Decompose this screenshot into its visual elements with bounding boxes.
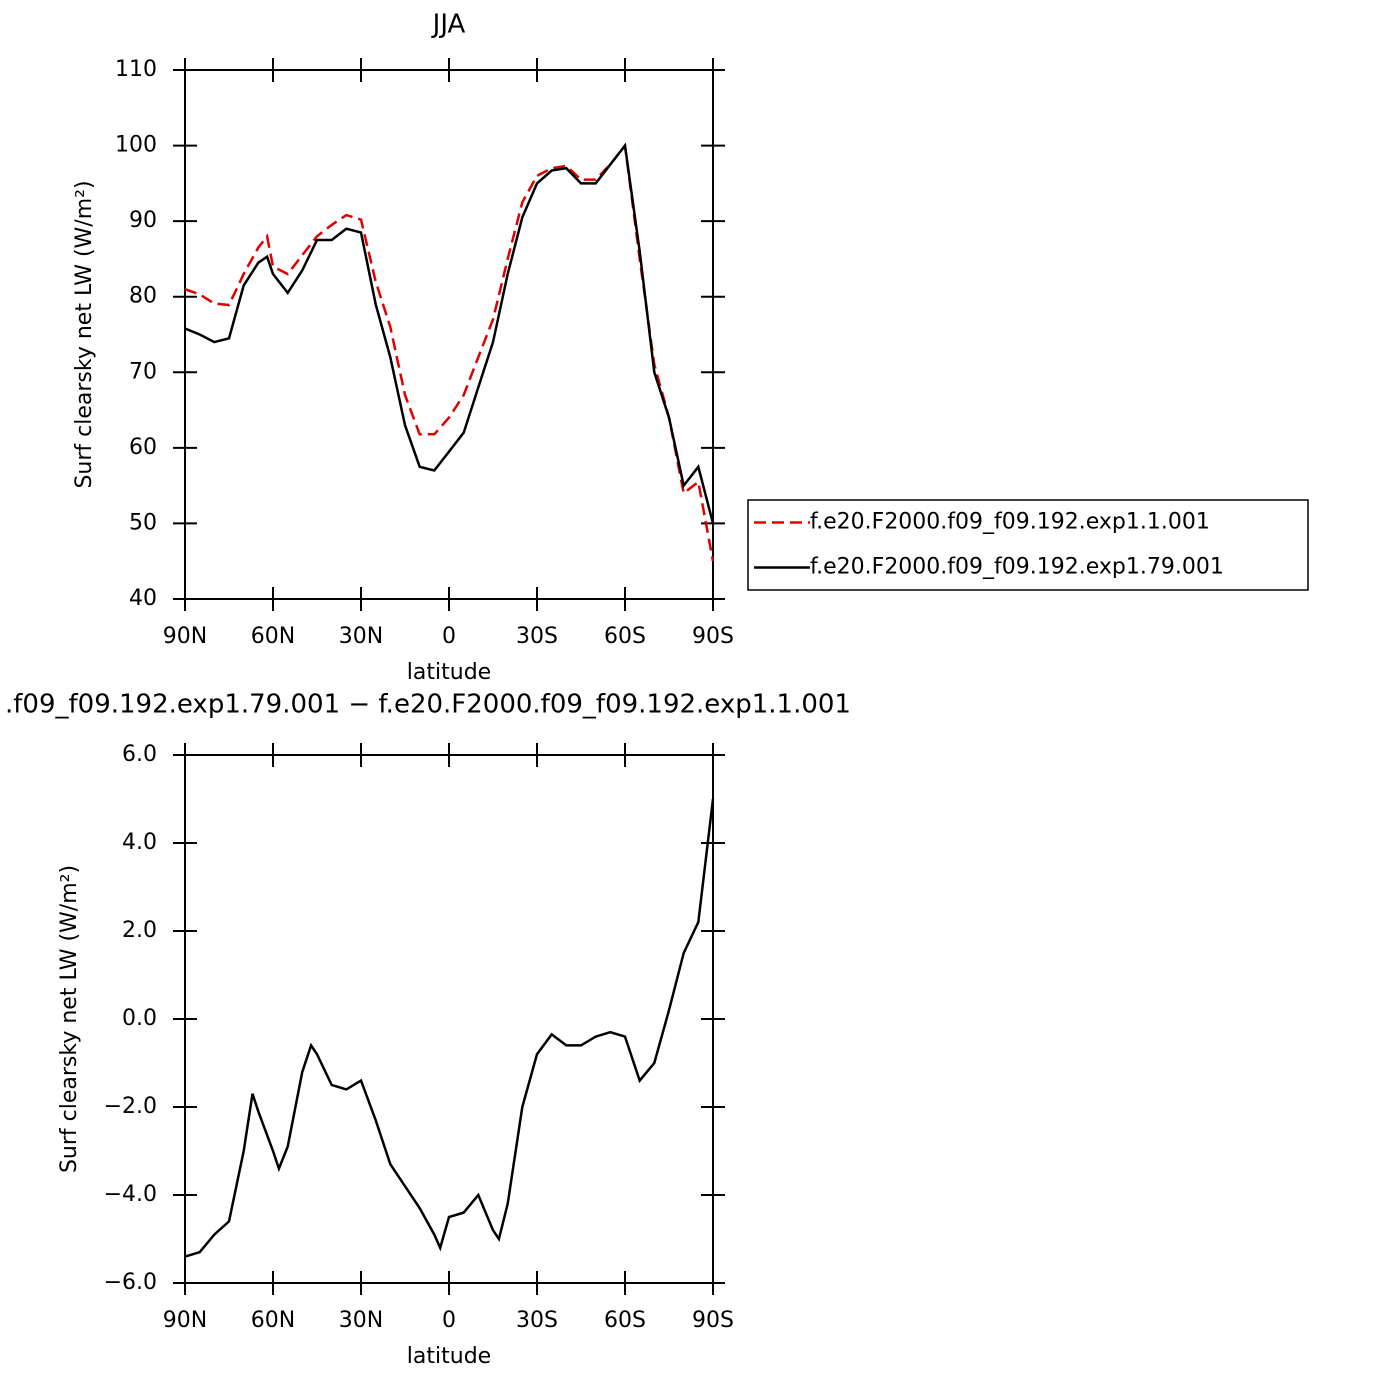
y-tick-label: 80: [129, 284, 157, 309]
y-tick-label: 90: [129, 208, 157, 233]
x-tick-label: 30N: [339, 1308, 383, 1333]
x-tick-label: 90N: [163, 1308, 207, 1333]
x-tick-label: 60N: [251, 624, 295, 649]
x-tick-label: 90N: [163, 624, 207, 649]
x-tick-label: 90S: [692, 1308, 734, 1333]
y-tick-label: 2.0: [122, 918, 157, 943]
y-tick-label: 110: [115, 57, 157, 82]
legend-label: f.e20.F2000.f09_f09.192.exp1.1.001: [810, 510, 1210, 535]
y-tick-label: −4.0: [104, 1182, 157, 1207]
legend-label: f.e20.F2000.f09_f09.192.exp1.79.001: [810, 555, 1224, 580]
chart-title: JJA: [431, 10, 466, 40]
x-tick-label: 60N: [251, 1308, 295, 1333]
series-line: [184, 142, 715, 562]
x-tick-label: 30S: [516, 624, 558, 649]
x-tick-label: 0: [442, 624, 456, 649]
series-line: [184, 798, 715, 1258]
y-tick-label: −2.0: [104, 1094, 157, 1119]
y-tick-label: −6.0: [104, 1270, 157, 1295]
y-tick-label: 60: [129, 435, 157, 460]
y-axis-label: Surf clearsky net LW (W/m²): [57, 865, 82, 1173]
legend-box: [747, 499, 1309, 591]
x-tick-label: 30S: [516, 1308, 558, 1333]
series-line: [184, 142, 715, 524]
y-tick-label: 6.0: [122, 742, 157, 767]
y-tick-label: 50: [129, 510, 157, 535]
plot-frame: [184, 754, 714, 1284]
y-tick-label: 0.0: [122, 1006, 157, 1031]
x-tick-label: 60S: [604, 624, 646, 649]
y-tick-label: 70: [129, 359, 157, 384]
plot-frame: [184, 69, 714, 600]
y-tick-label: 100: [115, 133, 157, 158]
x-axis-label: latitude: [407, 1344, 491, 1369]
x-tick-label: 90S: [692, 624, 734, 649]
chart-title: .f09_f09.192.exp1.79.001 − f.e20.F2000.f…: [5, 690, 851, 720]
y-tick-label: 40: [129, 586, 157, 611]
x-tick-label: 30N: [339, 624, 383, 649]
x-tick-label: 0: [442, 1308, 456, 1333]
y-tick-label: 4.0: [122, 830, 157, 855]
x-axis-label: latitude: [407, 660, 491, 685]
x-tick-label: 60S: [604, 1308, 646, 1333]
y-axis-label: Surf clearsky net LW (W/m²): [72, 180, 97, 488]
